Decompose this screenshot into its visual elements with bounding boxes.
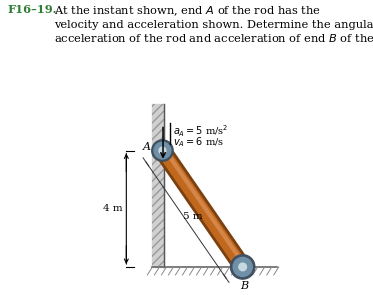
Circle shape [159, 147, 166, 154]
Text: 4 m: 4 m [103, 204, 122, 213]
Text: B: B [241, 281, 249, 291]
Circle shape [152, 140, 173, 161]
Circle shape [233, 257, 252, 276]
Circle shape [154, 142, 171, 159]
Bar [153, 104, 164, 267]
Circle shape [231, 255, 255, 279]
Text: At the instant shown, end $A$ of the rod has the
velocity and acceleration shown: At the instant shown, end $A$ of the rod… [54, 4, 373, 44]
Text: $v_A = 6$ m/s: $v_A = 6$ m/s [173, 135, 225, 149]
Circle shape [239, 263, 247, 271]
Text: A: A [142, 142, 150, 152]
Text: 5 m: 5 m [184, 212, 203, 221]
Bar [153, 104, 164, 267]
Text: F16–19.: F16–19. [7, 4, 57, 15]
Text: $a_A = 5$ m/s$^2$: $a_A = 5$ m/s$^2$ [173, 124, 229, 139]
